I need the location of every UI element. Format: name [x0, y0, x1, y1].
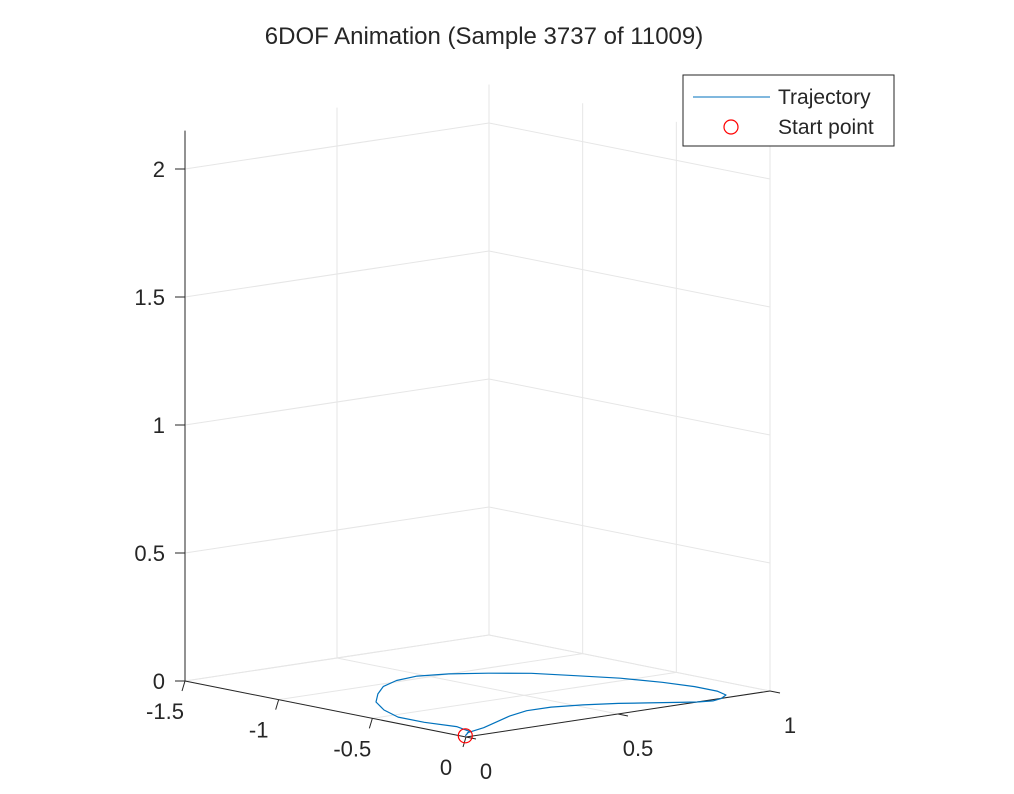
wall-grid-line [184, 378, 490, 426]
legend-entry-trajectory: Trajectory [778, 86, 871, 109]
wall-grid-line [488, 378, 771, 436]
trajectory-line [375, 672, 727, 737]
x-tick-label: -1.5 [146, 699, 184, 724]
x-tick-label: -0.5 [333, 736, 371, 761]
x-tick-label: -1 [249, 718, 269, 743]
data-series [375, 672, 727, 744]
wall-grid-line [184, 250, 490, 298]
z-tick-label: 1 [153, 413, 165, 438]
x-tick [368, 718, 373, 729]
wall-grid-line [488, 122, 771, 180]
start-point-marker [457, 728, 473, 744]
z-tick-label: 2 [153, 157, 165, 182]
wall-grid-line [184, 634, 490, 682]
y-tick-label: 1 [784, 713, 796, 738]
floor-grid-line [336, 657, 619, 715]
wall-grid-line [488, 506, 771, 564]
y-tick [769, 690, 781, 694]
z-tick-label: 1.5 [134, 285, 165, 310]
grid [184, 84, 771, 738]
chart-title: 6DOF Animation (Sample 3737 of 11009) [265, 23, 703, 50]
wall-grid-line [184, 506, 490, 554]
x-tick [181, 680, 186, 692]
x-tick [275, 699, 280, 710]
y-tick [617, 713, 629, 717]
z-tick-label: 0.5 [134, 541, 165, 566]
wall-grid-line [488, 250, 771, 308]
legend-entry-start-point: Start point [778, 116, 874, 139]
x-tick [462, 736, 467, 748]
tick-labels: -1.5 -1 -0.5 0 1 0.5 0 0 0.5 1 1.5 2 [134, 157, 796, 784]
y-tick [465, 736, 477, 740]
y-tick-label: 0.5 [623, 736, 654, 761]
y-tick-label: 0 [480, 759, 492, 784]
legend: Trajectory Start point [682, 74, 895, 147]
legend-circle-swatch [723, 119, 739, 135]
wall-grid-line [184, 122, 490, 170]
wall-grid-line [488, 634, 771, 692]
legend-box [682, 74, 895, 147]
x-axis-line [184, 680, 467, 738]
z-tick-label: 0 [153, 669, 165, 694]
x-tick-label: 0 [440, 755, 452, 780]
axes [175, 130, 781, 748]
